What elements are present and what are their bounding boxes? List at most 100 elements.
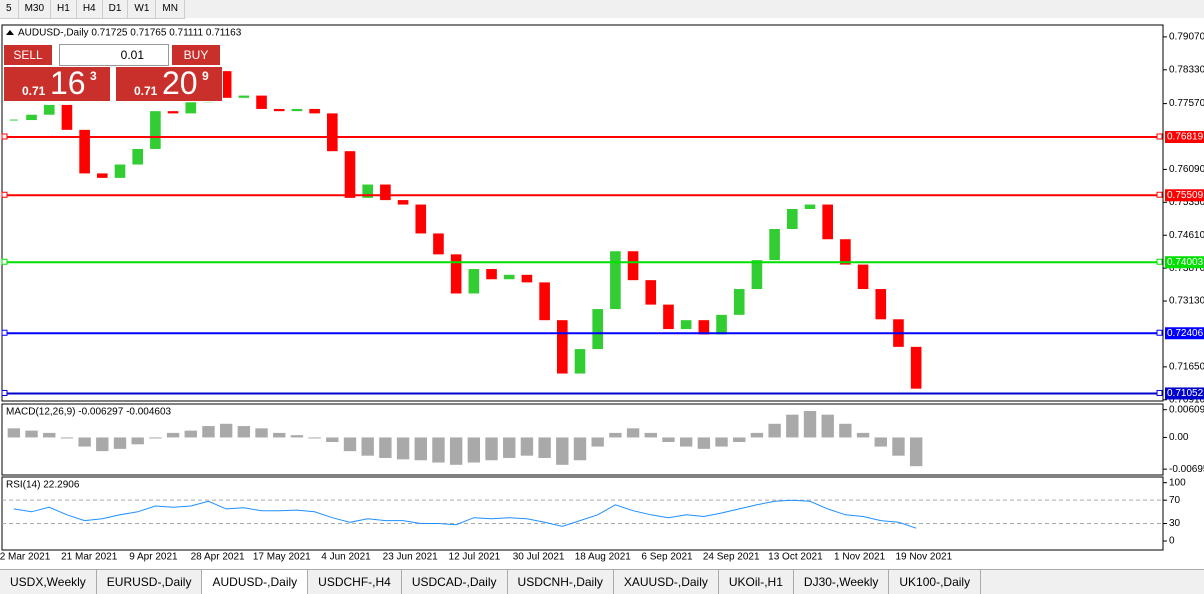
candle (698, 320, 710, 335)
y-tick-label: 30 (1169, 518, 1181, 529)
candle (787, 208, 798, 230)
panel-title: RSI(14) 22.2906 (6, 480, 80, 491)
histogram-bar (449, 437, 463, 465)
histogram-bar (520, 437, 534, 456)
chart-tab[interactable]: EURUSD-,Daily (97, 570, 203, 594)
candle (663, 304, 674, 330)
candle (433, 233, 444, 255)
candle (97, 173, 108, 178)
candle (857, 264, 869, 290)
histogram-bar (609, 432, 622, 438)
chart-tab[interactable]: UKOil-,H1 (719, 570, 794, 594)
buy-price[interactable]: 0.71 20 9 (115, 65, 223, 102)
histogram-bar (343, 437, 357, 452)
level-handle (1156, 389, 1163, 396)
histogram-bar (432, 437, 445, 463)
x-tick-label: 4 Jun 2021 (321, 552, 371, 563)
timeframe-button[interactable]: H1 (51, 0, 77, 18)
candle (114, 164, 126, 178)
candle (751, 260, 763, 290)
chart-tab[interactable]: USDCAD-,Daily (402, 570, 508, 594)
histogram-bar (273, 432, 286, 438)
candle (150, 111, 161, 149)
candle (804, 204, 816, 209)
buy-button[interactable]: BUY (171, 44, 221, 66)
candle (910, 346, 922, 389)
sell-price[interactable]: 0.71 16 3 (3, 65, 111, 102)
candle (486, 269, 497, 280)
histogram-bar (556, 437, 569, 465)
histogram-bar (821, 414, 834, 438)
rsi-line (13, 499, 917, 529)
candle (220, 71, 232, 98)
timeframe-button[interactable]: H4 (77, 0, 103, 18)
x-tick-label: 23 Jun 2021 (383, 552, 438, 563)
candle (574, 349, 586, 374)
lot-input[interactable]: 0.01 (59, 44, 169, 66)
histogram-bar (255, 428, 268, 438)
candle (822, 204, 833, 240)
histogram-bar (733, 437, 746, 443)
timeframe-button[interactable]: D1 (103, 0, 129, 18)
histogram-bar (219, 423, 233, 438)
chart-tab[interactable]: USDCHF-,H4 (308, 570, 402, 594)
histogram-bar (149, 437, 162, 439)
x-tick-label: 17 May 2021 (253, 552, 311, 563)
candle (291, 108, 303, 112)
chart: 0.79070 0.78330 0.77570 0.76090 0.75350 0.746… (0, 18, 1204, 569)
histogram-bar (113, 437, 127, 449)
title-marker (6, 30, 14, 35)
histogram-bar (644, 432, 657, 438)
level-handle (1, 329, 8, 336)
candle (132, 148, 143, 165)
histogram-bar (874, 437, 887, 447)
level-label-box (1165, 189, 1204, 202)
timeframe-button[interactable]: M30 (19, 0, 52, 18)
timeframe-button[interactable]: MN (156, 0, 185, 18)
histogram-bar (326, 437, 339, 443)
histogram-bar (892, 437, 905, 456)
histogram-bar (131, 437, 144, 445)
chart-tab[interactable]: AUDUSD-,Daily (202, 570, 309, 594)
histogram-bar (856, 432, 870, 438)
histogram-bar (396, 437, 410, 460)
histogram-bar (591, 437, 604, 447)
y-tick-label: 100 (1169, 477, 1186, 488)
level-label-box (1165, 387, 1204, 400)
candle (327, 113, 338, 152)
sell-button[interactable]: SELL (3, 44, 53, 66)
timeframe-button[interactable]: 5 (0, 0, 19, 18)
candle (167, 111, 179, 114)
histogram-bar (485, 437, 498, 461)
histogram-bar (503, 437, 516, 458)
price-prefix: 0.71 (22, 84, 46, 98)
candle (397, 200, 409, 205)
y-tick-label: 0.77570 (1169, 98, 1204, 109)
candle (79, 129, 90, 174)
chart-tab[interactable]: USDX,Weekly (0, 570, 97, 594)
histogram-bar (308, 437, 321, 439)
chart-tab[interactable]: UK100-,Daily (889, 570, 982, 594)
candle (468, 269, 480, 294)
candle (26, 114, 37, 121)
histogram-bar (184, 430, 197, 438)
x-tick-label: 12 Jul 2021 (449, 552, 501, 563)
y-tick-label: 0.00 (1169, 432, 1189, 443)
chart-tab[interactable]: XAUUSD-,Daily (614, 570, 719, 594)
x-tick-label: 18 Aug 2021 (575, 552, 632, 563)
y-tick-label: 0.70910 (1169, 394, 1204, 405)
level-label: 0.76819 (1167, 132, 1204, 143)
y-tick-label: 0.79070 (1169, 32, 1204, 43)
timeframe-button[interactable]: W1 (128, 0, 157, 18)
y-tick-label: 0.006094 (1169, 404, 1204, 415)
y-tick-label: 0.78330 (1169, 64, 1204, 75)
y-tick-label: 0.75350 (1169, 197, 1204, 208)
histogram-bar (7, 428, 21, 438)
x-tick-label: 28 Apr 2021 (191, 552, 245, 563)
candle (380, 184, 391, 201)
histogram-bar (662, 437, 675, 443)
chart-tab[interactable]: USDCNH-,Daily (508, 570, 614, 594)
chart-tab[interactable]: DJ30-,Weekly (794, 570, 890, 594)
histogram-bar (25, 430, 38, 438)
price-prefix: 0.71 (134, 84, 158, 98)
